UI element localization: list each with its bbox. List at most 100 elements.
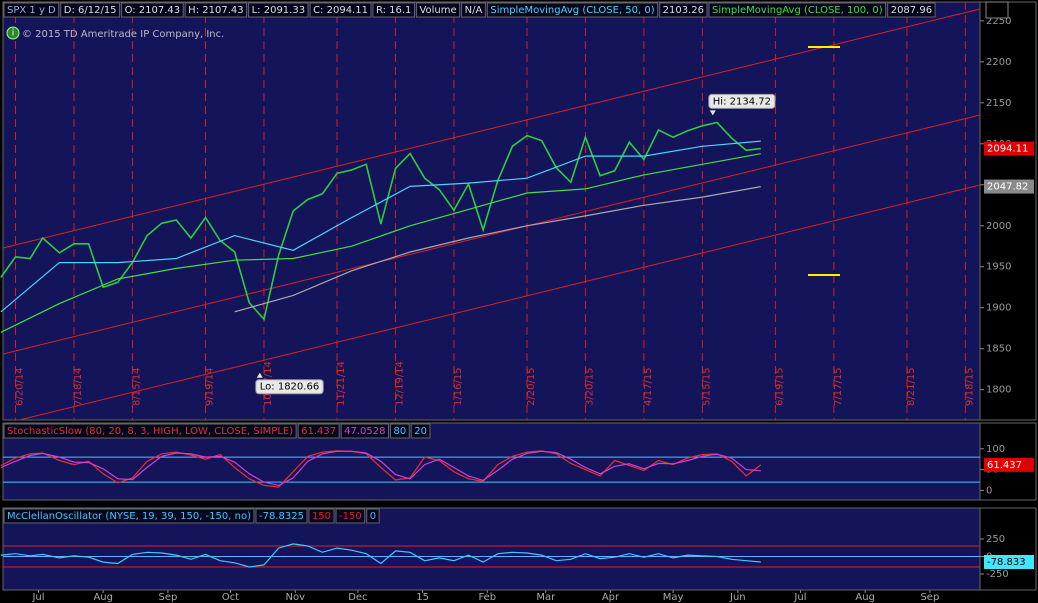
- channel-line: [3, 8, 980, 249]
- header-box: [659, 2, 708, 18]
- header-box: [308, 508, 335, 524]
- header-box: [372, 2, 415, 18]
- header-item: 47.0528: [344, 426, 385, 437]
- header-box: [60, 2, 121, 18]
- header-box: [461, 2, 486, 18]
- date-label: 7/17/15: [833, 367, 844, 406]
- header-box: [309, 2, 372, 18]
- x-tick-label: Mar: [536, 592, 556, 603]
- header-box: [410, 423, 431, 439]
- date-label: 3/20/15: [584, 367, 595, 406]
- header-box: [486, 2, 659, 18]
- header-item: D: 6/12/15: [64, 5, 117, 16]
- x-tick-label: May: [663, 592, 684, 603]
- y-tick-label: 0: [986, 485, 992, 496]
- header-item: 61.437: [301, 426, 336, 437]
- header-box: [3, 423, 297, 439]
- header-item: SimpleMovingAvg (CLOSE, 100, 0): [712, 5, 883, 16]
- y-tick-label: 2000: [986, 221, 1011, 232]
- header-box: [366, 508, 380, 524]
- channel-line: [3, 114, 980, 355]
- copyright: © 2015 TD Ameritrade IP Company, Inc.: [22, 29, 224, 40]
- date-label: 5/15/15: [701, 367, 712, 406]
- price-badge: [984, 179, 1034, 194]
- header-item: McClellanOscillator (NYSE, 19, 39, 150, …: [7, 511, 251, 522]
- price-badge-label: 61.437: [987, 460, 1022, 471]
- info-icon-glyph: i: [12, 29, 15, 39]
- y-tick-label: 1900: [986, 303, 1011, 314]
- series-line: [0, 450, 761, 487]
- header-box: [248, 2, 309, 18]
- header-box: [3, 508, 255, 524]
- header-item: R: 16.1: [376, 5, 411, 16]
- date-label: 4/17/15: [643, 367, 654, 406]
- header-box: [184, 2, 248, 18]
- annotation-pointer: [709, 110, 716, 116]
- series-line: [0, 140, 761, 313]
- x-tick-label: Dec: [348, 592, 367, 603]
- price-badge-label: 2047.82: [987, 182, 1028, 193]
- date-label: 8/21/15: [906, 367, 917, 406]
- y-tick-label: 250: [986, 534, 1005, 545]
- annotation-box: [708, 93, 776, 109]
- date-label: 2/20/15: [526, 367, 537, 406]
- price-axis: [979, 1, 1037, 421]
- date-label: 6/19/15: [774, 367, 785, 406]
- x-tick-label: Jun: [729, 592, 746, 603]
- series-line: [0, 121, 761, 321]
- x-tick-label: Feb: [478, 592, 496, 603]
- date-label: 9/18/15: [964, 367, 975, 406]
- x-tick-label: 15: [416, 592, 429, 603]
- header-item: Volume: [419, 5, 456, 16]
- header-box: [121, 2, 184, 18]
- series-line: [234, 186, 761, 313]
- x-tick-label: Aug: [855, 592, 875, 603]
- y-tick-label: 1850: [986, 344, 1011, 355]
- header-box: [3, 2, 60, 18]
- x-tick-label: Nov: [285, 592, 305, 603]
- channel-line: [17, 184, 980, 420]
- annotation-box: [255, 379, 324, 395]
- annotation: Lo: 1820.66: [260, 382, 319, 393]
- header-item: 150: [312, 511, 331, 522]
- annotation: Hi: 2134.72: [713, 96, 771, 107]
- header-item: N/A: [465, 5, 483, 16]
- x-tick-label: Jul: [31, 592, 44, 603]
- channel: [3, 8, 980, 420]
- info-icon: [6, 26, 20, 40]
- chart-menu[interactable]: [985, 1, 1009, 19]
- header-item: 20: [414, 426, 427, 437]
- header-box: [887, 2, 936, 18]
- x-tick-label: Jul: [793, 592, 806, 603]
- date-label: 9/19/14: [204, 367, 215, 406]
- x-tick-label: Sep: [920, 592, 939, 603]
- date-label: 7/18/14: [73, 367, 84, 406]
- header-box: [340, 423, 389, 439]
- y-tick-label: 100: [986, 444, 1005, 455]
- series-line: [0, 543, 761, 568]
- header-item: C: 2094.11: [313, 5, 368, 16]
- date-label: 12/19/14: [394, 361, 405, 406]
- header-box: [297, 423, 340, 439]
- y-tick-label: -250: [986, 569, 1009, 580]
- header-item: 0: [370, 511, 376, 522]
- y-tick-label: 2250: [986, 16, 1011, 27]
- header-item: 80: [394, 426, 407, 437]
- series-line: [0, 153, 761, 333]
- header-item: O: 2107.43: [125, 5, 181, 16]
- price-axis: [979, 507, 1037, 591]
- header-item: SimpleMovingAvg (CLOSE, 50, 0): [490, 5, 654, 16]
- price-badge-label: 2094.11: [987, 144, 1028, 155]
- x-tick-label: Apr: [602, 592, 620, 603]
- date-label: 8/15/14: [131, 367, 142, 406]
- x-tick-label: Sep: [158, 592, 177, 603]
- panels: [2, 1, 1037, 591]
- header-item: -78.8325: [259, 511, 304, 522]
- header-box: [708, 2, 887, 18]
- panel: [2, 1, 981, 421]
- y-tick-label: 2150: [986, 98, 1011, 109]
- x-tick-label: Oct: [222, 592, 239, 603]
- header-item: L: 2091.33: [252, 5, 305, 16]
